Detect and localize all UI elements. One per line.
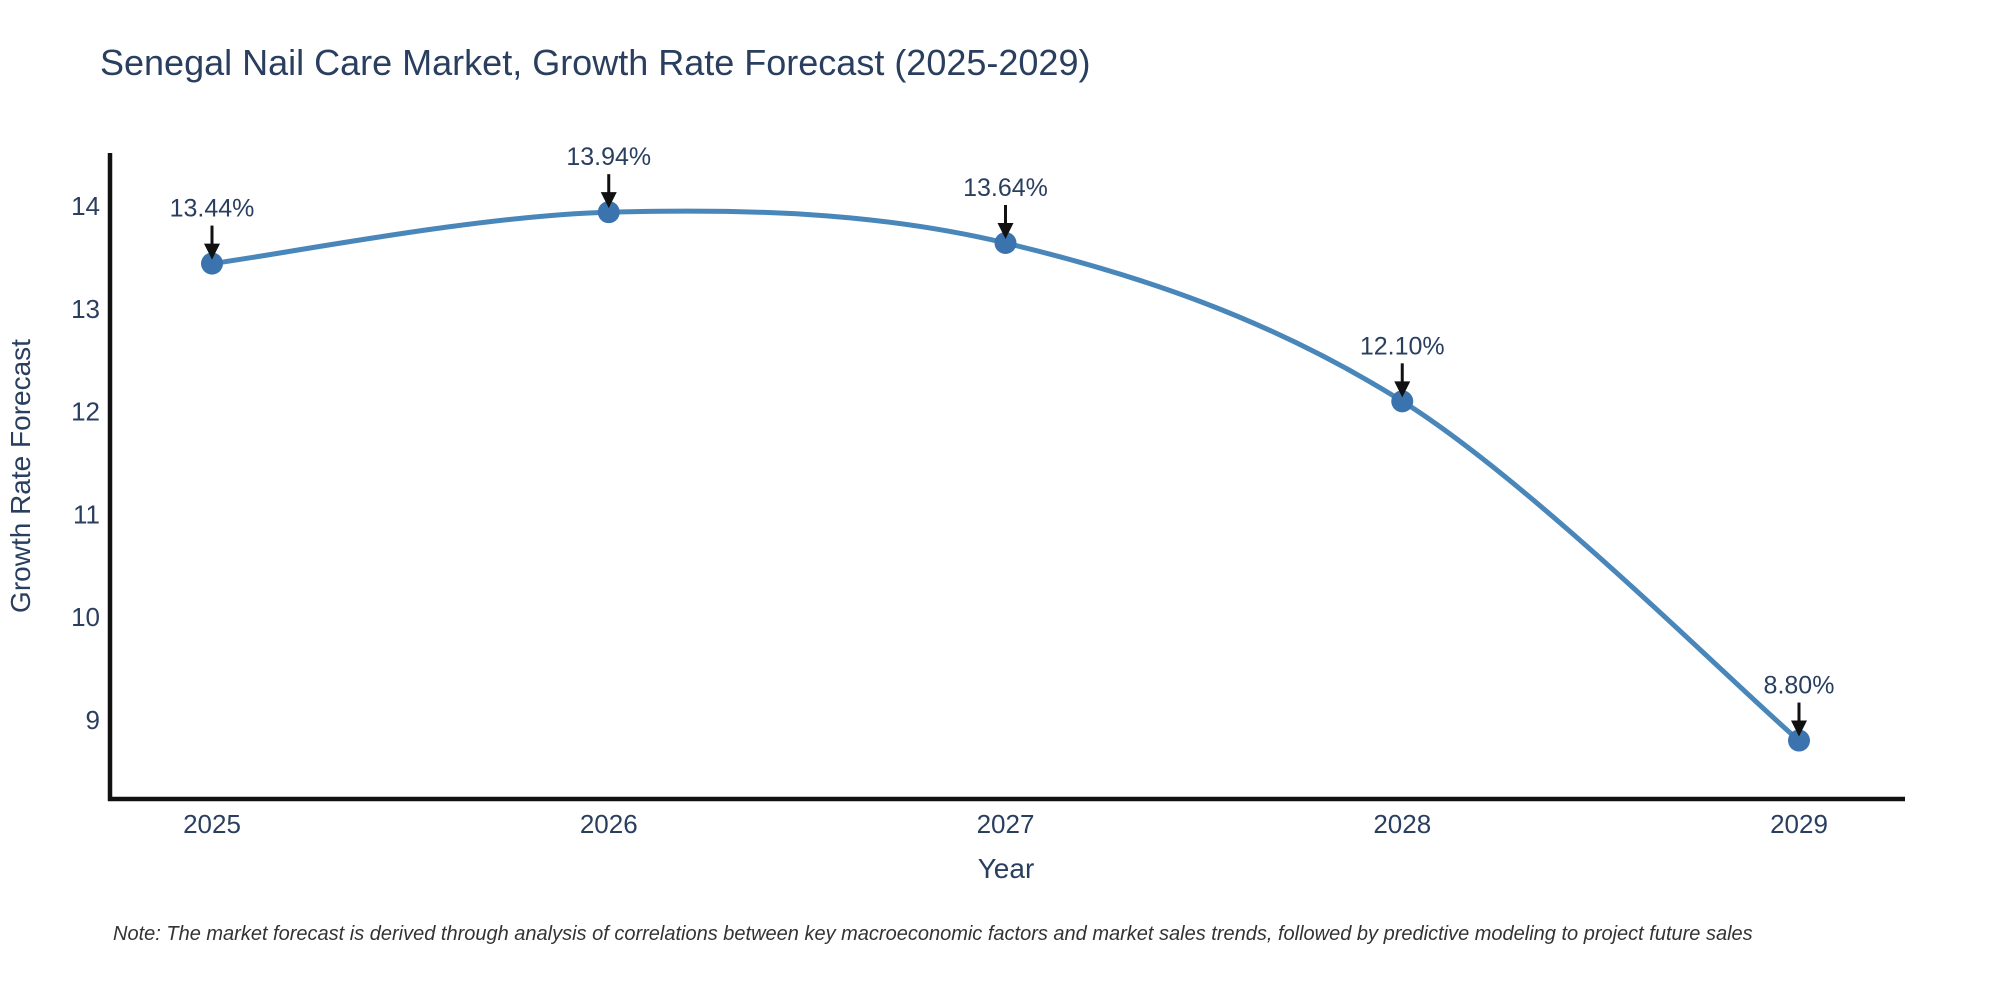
data-point-marker[interactable]: [1391, 390, 1414, 413]
y-axis-title: Growth Rate Forecast: [5, 339, 36, 613]
y-axis-ticks: 9 10 11 12 13 14: [71, 191, 100, 735]
chart-title: Senegal Nail Care Market, Growth Rate Fo…: [100, 42, 1090, 83]
x-tick-label: 2027: [977, 809, 1035, 839]
x-axis-title: Year: [978, 853, 1035, 884]
x-tick-label: 2028: [1373, 809, 1431, 839]
data-point-marker[interactable]: [597, 201, 620, 224]
point-value-label: 13.94%: [566, 143, 651, 171]
point-annotations: 13.44% 13.94% 13.64% 12.10% 8.80%: [170, 143, 1835, 737]
y-tick-label: 14: [71, 191, 100, 221]
x-tick-label: 2026: [580, 809, 638, 839]
annotation-arrowhead-icon: [997, 223, 1014, 240]
y-tick-label: 10: [71, 602, 100, 632]
footnote: Note: The market forecast is derived thr…: [113, 923, 1753, 945]
point-value-label: 13.64%: [963, 174, 1048, 202]
annotation-arrowhead-icon: [1394, 381, 1411, 398]
y-tick-label: 12: [71, 397, 100, 427]
series-line: [209, 208, 1802, 744]
point-value-label: 8.80%: [1764, 672, 1835, 700]
data-point-marker[interactable]: [994, 232, 1017, 255]
x-tick-label: 2029: [1770, 809, 1828, 839]
y-tick-label: 11: [73, 499, 100, 529]
point-value-label: 13.44%: [170, 195, 255, 223]
x-axis-ticks: 2025 2026 2027 2028 2029: [183, 809, 1828, 839]
annotation-arrowhead-icon: [1791, 720, 1807, 737]
y-tick-label: 13: [71, 294, 100, 324]
point-value-label: 12.10%: [1360, 332, 1445, 360]
data-point-marker[interactable]: [1788, 729, 1810, 752]
x-tick-label: 2025: [183, 809, 241, 839]
y-tick-label: 9: [86, 705, 100, 735]
data-point-marker[interactable]: [201, 252, 223, 275]
data-points: [201, 201, 1810, 752]
annotation-arrowhead-icon: [600, 192, 617, 209]
annotation-arrowhead-icon: [204, 243, 220, 260]
